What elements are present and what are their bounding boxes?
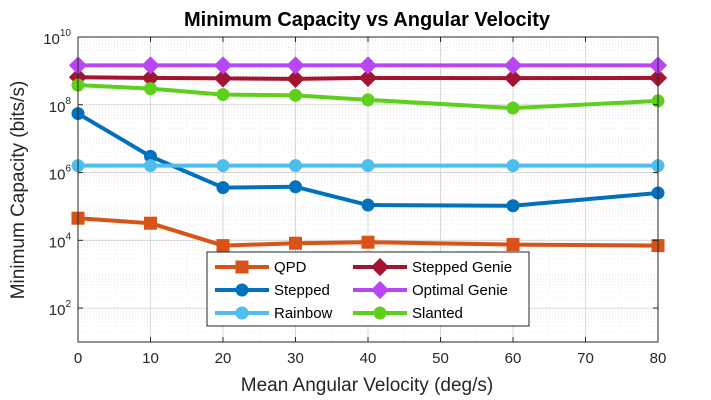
x-axis-label: Mean Angular Velocity (deg/s) [241, 375, 493, 396]
data-point-qpd [144, 216, 157, 230]
y-tick-exponent: 4 [65, 231, 71, 242]
data-point-stepped [506, 199, 520, 213]
legend-entry-slanted: Slanted [353, 305, 463, 322]
data-point-rainbow [361, 159, 375, 173]
data-point-optimal-genie [358, 56, 378, 75]
series-qpd [71, 211, 665, 253]
y-tick-base: 10 [49, 302, 66, 319]
legend-marker [235, 283, 249, 297]
x-tick-label: 30 [287, 350, 304, 367]
legend-entry-stepped-genie: Stepped Genie [353, 257, 512, 277]
x-tick-label: 40 [360, 350, 377, 367]
data-point-slanted [361, 93, 375, 107]
y-tick-label: 1010 [43, 28, 71, 48]
series-layer [68, 56, 668, 253]
y-tick-label: 106 [49, 164, 72, 184]
series-optimal-genie [68, 56, 668, 75]
x-tick-label: 60 [505, 350, 522, 367]
y-tick-label: 102 [49, 299, 72, 319]
data-point-stepped [289, 180, 302, 194]
series-stepped [71, 107, 665, 213]
legend-label: Stepped Genie [412, 259, 512, 276]
legend-label: Slanted [412, 305, 463, 322]
legend-marker [370, 280, 390, 300]
legend-entry-qpd: QPD [215, 259, 307, 276]
y-tick-exponent: 6 [65, 164, 71, 175]
data-point-stepped-genie [503, 69, 523, 88]
chart-title: Minimum Capacity vs Angular Velocity [184, 9, 551, 31]
data-point-qpd [506, 238, 520, 252]
data-point-stepped-genie [286, 69, 305, 89]
data-point-stepped [361, 198, 375, 212]
data-point-slanted [216, 88, 230, 102]
data-point-rainbow [289, 159, 302, 173]
x-axis-ticks: 0 10 20 30 40 50 60 70 80 [74, 37, 667, 367]
y-tick-base: 10 [49, 167, 66, 184]
x-tick-label: 10 [142, 350, 159, 367]
data-point-rainbow [216, 159, 230, 173]
data-point-rainbow [144, 159, 157, 173]
legend-entry-stepped: Stepped [215, 282, 330, 299]
legend-label: Stepped [274, 282, 330, 299]
data-point-optimal-genie [503, 56, 523, 75]
x-tick-label: 20 [215, 350, 232, 367]
data-point-qpd [216, 239, 230, 253]
data-point-qpd [361, 235, 375, 249]
y-tick-base: 10 [43, 31, 60, 48]
x-tick-label: 70 [577, 350, 594, 367]
legend-marker [235, 260, 249, 274]
data-point-rainbow [506, 159, 520, 173]
data-point-slanted [144, 82, 157, 96]
y-tick-label: 108 [49, 96, 72, 116]
y-tick-label: 104 [49, 231, 72, 251]
legend-marker [235, 306, 249, 320]
data-point-qpd [289, 236, 302, 250]
legend-entry-rainbow: Rainbow [215, 305, 333, 322]
data-point-optimal-genie [213, 56, 233, 75]
x-tick-label: 80 [650, 350, 667, 367]
series-slanted [71, 78, 665, 115]
y-tick-exponent: 8 [65, 96, 71, 107]
legend-label: Optimal Genie [412, 282, 508, 299]
x-tick-label: 50 [432, 350, 449, 367]
series-rainbow [71, 159, 665, 173]
y-tick-exponent: 2 [65, 299, 71, 310]
legend: QPD Stepped Rainbow Stepped Genie Optimal Ge… [206, 251, 530, 327]
legend-label: Rainbow [274, 305, 333, 322]
x-tick-label: 0 [74, 350, 82, 367]
data-point-slanted [506, 101, 520, 115]
legend-label: QPD [274, 259, 307, 276]
minor-grid [78, 37, 658, 343]
y-tick-exponent: 10 [60, 28, 72, 39]
legend-marker [370, 257, 390, 277]
legend-marker [373, 306, 387, 320]
data-point-stepped-genie [358, 68, 378, 88]
data-point-optimal-genie [141, 56, 160, 75]
legend-entry-optimal-genie: Optimal Genie [353, 280, 508, 300]
data-point-stepped-genie [213, 69, 233, 88]
data-point-optimal-genie [286, 56, 305, 75]
data-point-stepped [216, 181, 230, 195]
y-axis-label: Minimum Capacity (bits/s) [8, 81, 29, 300]
data-point-slanted [289, 88, 302, 102]
y-tick-base: 10 [49, 234, 66, 251]
y-tick-base: 10 [49, 99, 66, 116]
